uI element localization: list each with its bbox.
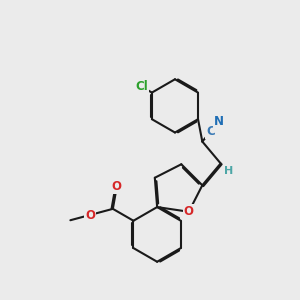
Text: Cl: Cl — [135, 80, 148, 93]
Text: O: O — [184, 205, 194, 218]
Text: O: O — [85, 208, 95, 221]
Text: H: H — [224, 166, 234, 176]
Text: O: O — [112, 180, 122, 193]
Text: C: C — [206, 125, 215, 138]
Text: N: N — [214, 115, 224, 128]
